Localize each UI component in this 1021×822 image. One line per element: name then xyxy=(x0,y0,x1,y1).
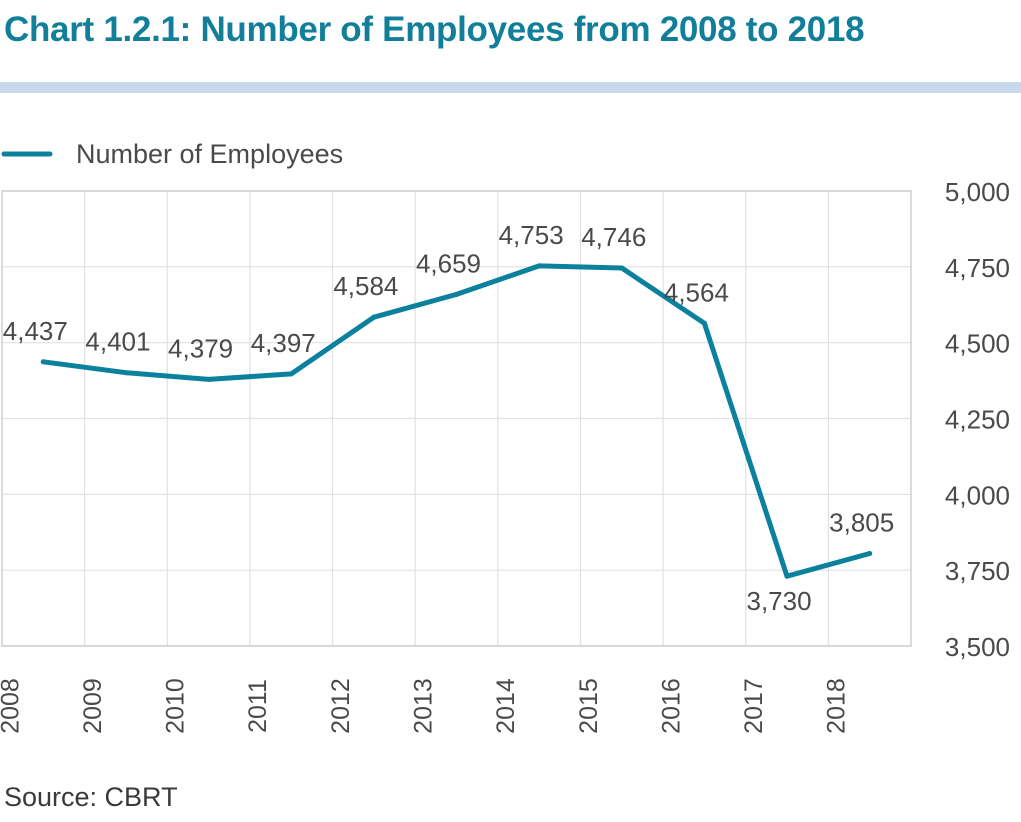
data-point xyxy=(371,314,377,320)
y-tick-label: 4,750 xyxy=(945,253,1010,283)
data-labels: 4,437 4,401 4,379 4,397 4,584 4,659 4,753 4,746… xyxy=(3,220,894,616)
x-axis: 2008 2009 2010 2011 2012 2013 2014 2015 2016 2017… xyxy=(0,678,851,734)
x-tick-label: 2013 xyxy=(410,678,438,734)
x-tick-label: 2011 xyxy=(244,679,272,733)
plot-frame xyxy=(1,190,912,647)
data-label: 4,437 xyxy=(3,316,68,346)
data-point xyxy=(784,573,790,579)
data-point xyxy=(867,550,873,556)
data-point xyxy=(619,265,625,271)
y-axis: 3,500 3,750 4,000 4,250 4,500 4,750 5,000 xyxy=(945,177,1010,662)
data-label: 4,753 xyxy=(499,220,564,250)
x-tick-label: 2009 xyxy=(79,678,107,734)
x-tick-label: 2017 xyxy=(740,678,768,734)
x-tick-label: 2008 xyxy=(0,678,24,734)
data-label: 4,584 xyxy=(333,271,398,301)
chart-title: Chart 1.2.1: Number of Employees from 20… xyxy=(4,10,865,49)
data-label: 3,730 xyxy=(747,586,812,616)
data-point xyxy=(536,263,542,269)
source-note: Source: CBRT xyxy=(4,782,178,812)
line-chart: Number of Employees 3,500 3,750 4,000 4,250… xyxy=(0,139,1010,734)
y-tick-label: 4,500 xyxy=(945,329,1010,359)
data-label: 3,805 xyxy=(829,507,894,537)
data-label: 4,746 xyxy=(581,222,646,252)
y-tick-label: 4,000 xyxy=(945,480,1010,510)
y-tick-label: 3,500 xyxy=(945,632,1010,662)
title-rule xyxy=(0,82,1021,93)
data-label: 4,379 xyxy=(168,333,233,363)
x-tick-label: 2016 xyxy=(657,678,685,734)
x-tick-label: 2018 xyxy=(823,678,851,734)
data-label: 4,564 xyxy=(664,277,729,307)
data-point xyxy=(40,359,46,365)
data-point xyxy=(288,371,294,377)
data-point xyxy=(454,291,459,297)
legend-label: Number of Employees xyxy=(76,139,343,169)
x-tick-label: 2015 xyxy=(575,678,603,734)
data-label: 4,401 xyxy=(85,327,150,357)
y-tick-label: 4,250 xyxy=(945,405,1010,435)
data-point xyxy=(123,370,129,376)
x-tick-label: 2012 xyxy=(327,678,355,734)
data-label: 4,397 xyxy=(251,328,316,358)
legend: Number of Employees xyxy=(1,139,343,169)
y-tick-label: 5,000 xyxy=(945,177,1010,207)
y-tick-label: 3,750 xyxy=(945,556,1010,586)
data-point xyxy=(701,320,707,326)
x-tick-label: 2014 xyxy=(492,678,520,734)
x-tick-label: 2010 xyxy=(162,678,190,734)
data-point xyxy=(206,376,212,382)
data-label: 4,659 xyxy=(416,248,481,278)
